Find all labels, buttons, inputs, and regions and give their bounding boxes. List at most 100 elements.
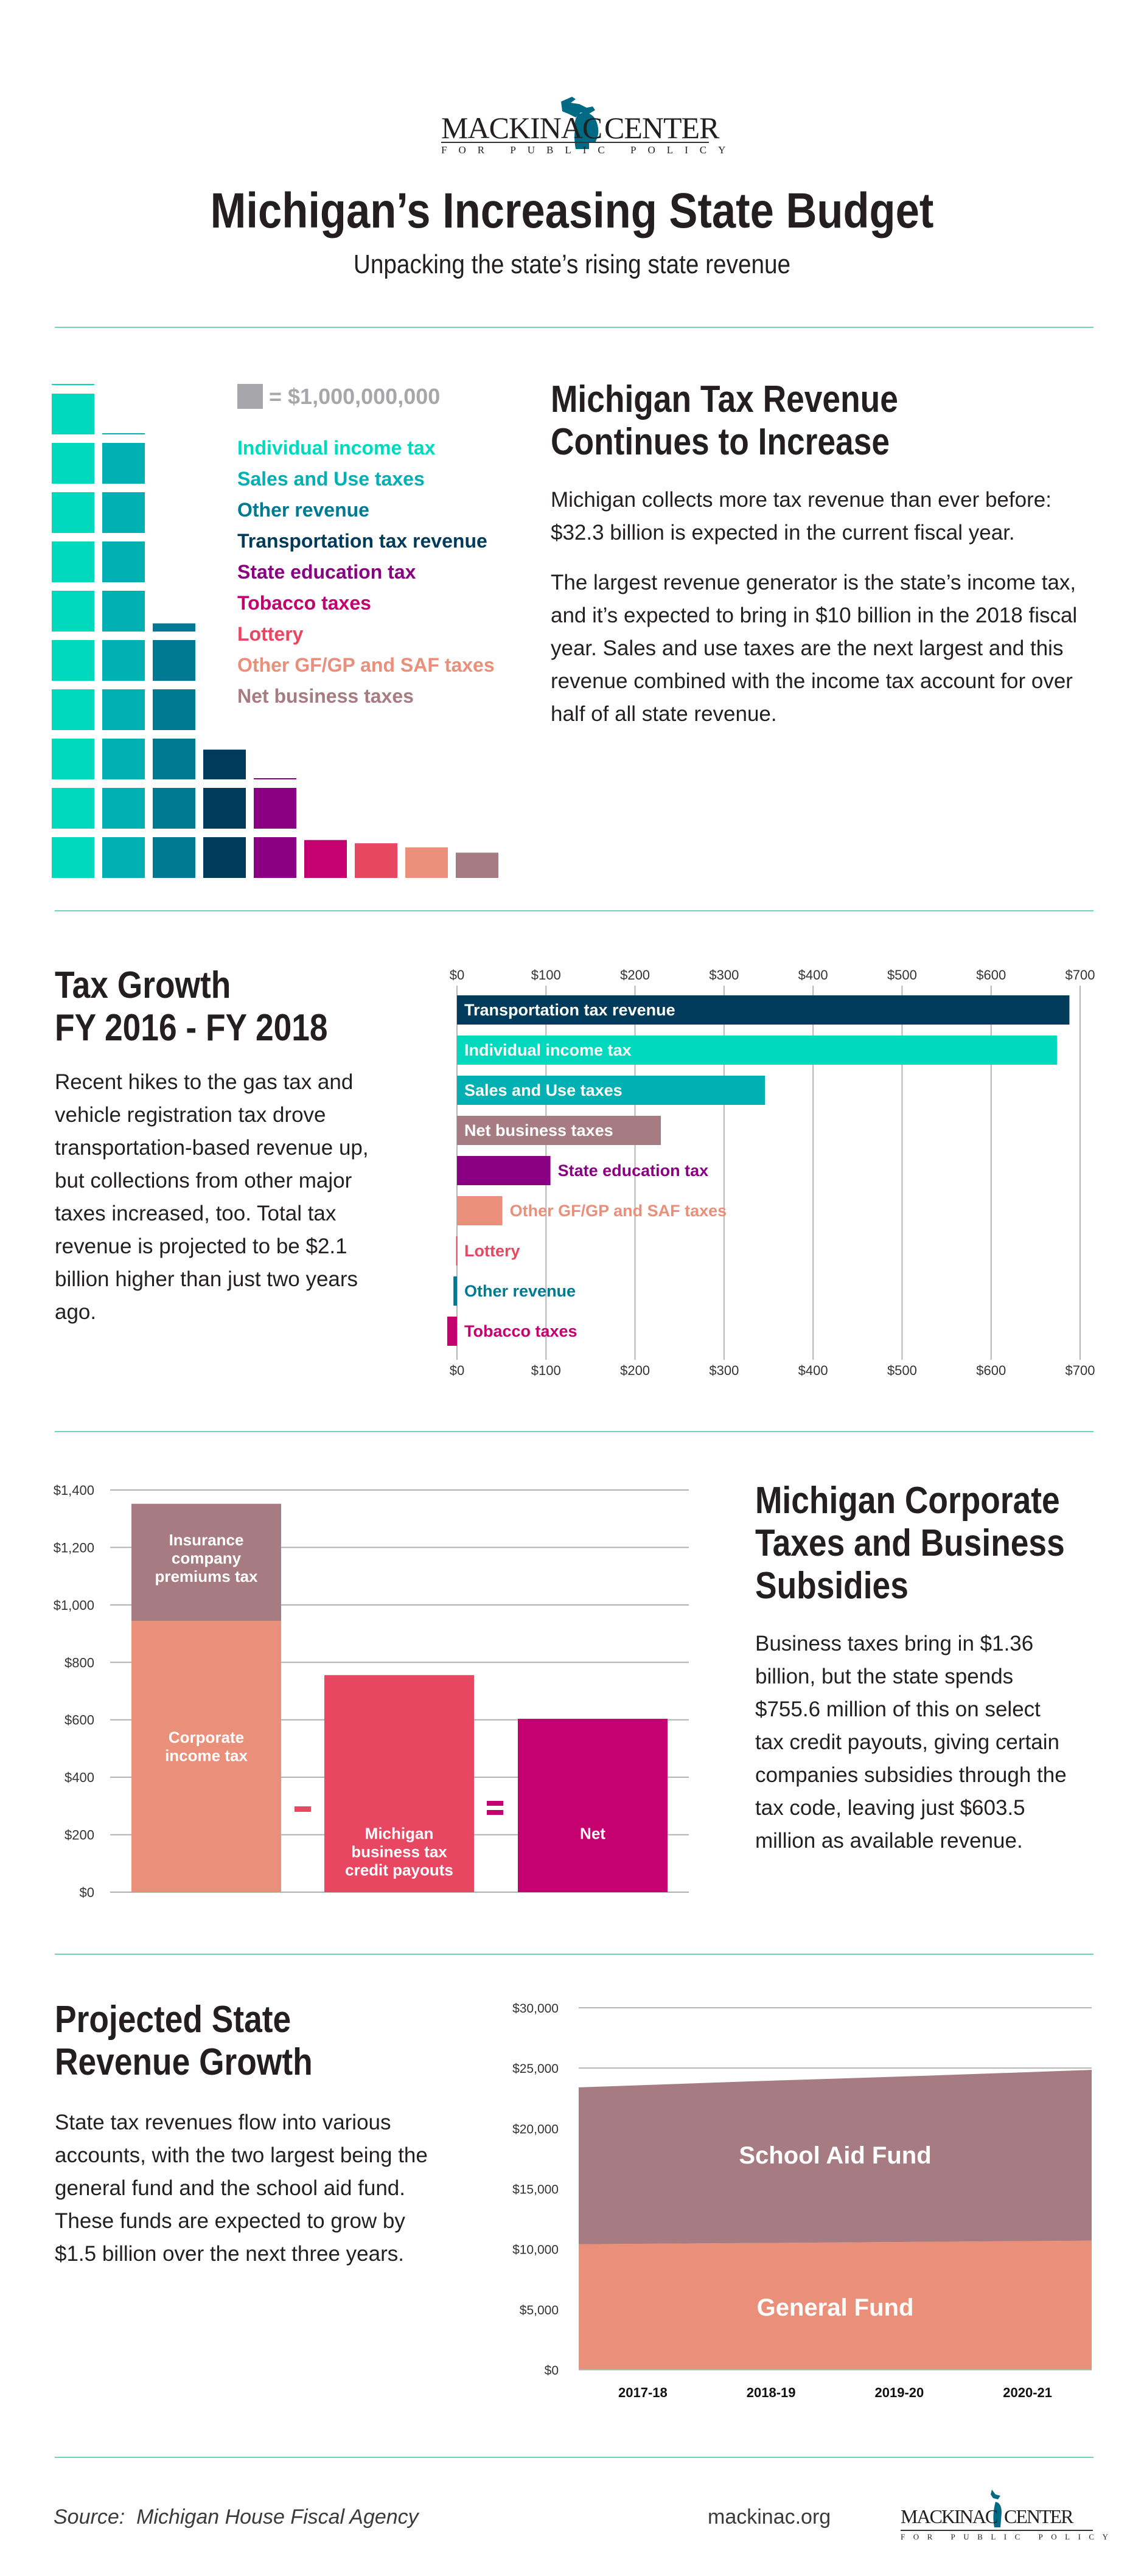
waffle-square <box>52 640 94 681</box>
waffle-square <box>52 591 94 632</box>
waffle-square <box>102 739 145 779</box>
y-tick-label: $15,000 <box>512 2183 559 2197</box>
waffle-square <box>203 788 246 829</box>
bar-label: Individual income tax <box>464 1041 632 1059</box>
section2-heading: Tax Growth FY 2016 - FY 2018 <box>55 964 328 1050</box>
revenue-growth-area-chart: $0 $5,000 $10,000 $15,000 $20,000 $25,000 $30,… <box>512 2002 1092 2400</box>
bar-segment <box>518 1719 668 1892</box>
x-tick-label-top: $700 <box>1066 967 1095 983</box>
segment-label: Michigan business tax credit payouts <box>345 1825 453 1879</box>
y-tick-label: $0 <box>545 2364 559 2378</box>
waffle-square <box>102 492 145 533</box>
y-tick-label: $400 <box>65 1770 94 1785</box>
area-series <box>579 2070 1092 2244</box>
waffle-partial-square <box>304 840 347 878</box>
corporate-tax-chart: $0 $200 $400 $600 $800 $1,000 $1,200 $1,400 Corp… <box>54 1483 689 1900</box>
waffle-square <box>102 689 145 730</box>
waffle-partial-square <box>153 623 195 632</box>
x-tick-label-top: $100 <box>531 967 561 983</box>
waffle-square <box>153 739 195 779</box>
y-tick-label: $200 <box>65 1828 94 1843</box>
equals-operator-top <box>487 1801 503 1806</box>
waffle-square <box>153 689 195 730</box>
x-tick-label-bottom: $500 <box>887 1363 917 1378</box>
page-title: Michigan’s Increasing State Budget <box>210 183 934 238</box>
waffle-partial-square <box>254 778 296 779</box>
x-tick-label-top: $600 <box>976 967 1006 983</box>
waffle-square <box>102 640 145 681</box>
y-tick-label: $1,000 <box>54 1598 94 1613</box>
waffle-partial-square <box>52 383 94 385</box>
y-tick-label: $25,000 <box>512 2062 559 2076</box>
logo-left-word: MACKINAC <box>901 2505 998 2527</box>
bar-segment <box>131 1621 281 1892</box>
bar <box>457 1156 551 1185</box>
waffle-square <box>254 837 296 878</box>
legend-item: Individual income tax <box>237 437 436 459</box>
segment-label: Net <box>580 1825 605 1843</box>
logo-graphic <box>561 97 599 149</box>
tax-growth-bar-chart: $0 $0 $100 $100 $200 $200 $300 $300 $400 $400 $500… <box>447 967 1095 1378</box>
waffle-partial-square <box>405 847 448 878</box>
divider <box>55 910 1093 911</box>
x-tick-label-bottom: $600 <box>976 1363 1006 1378</box>
waffle-square <box>153 788 195 829</box>
waffle-square <box>102 443 145 484</box>
bar <box>457 995 1070 1025</box>
heading-line: FY 2016 - FY 2018 <box>55 1007 328 1049</box>
logo-right-word: CENTER <box>604 111 719 145</box>
bar <box>457 1036 1057 1065</box>
x-tick-label-top: $400 <box>798 967 828 983</box>
waffle-partial-square <box>456 852 498 878</box>
logo-tagline: FOR PUBLIC POLICY <box>901 2532 1117 2541</box>
heading-line: Subsidies <box>755 1565 909 1607</box>
x-category-label: 2017-18 <box>618 2385 668 2400</box>
bar <box>447 1317 457 1346</box>
y-tick-label: $10,000 <box>512 2243 559 2257</box>
waffle-square <box>52 443 94 484</box>
michigan-shape-icon <box>991 2490 1002 2527</box>
bar <box>453 1276 457 1306</box>
legend-item: Sales and Use taxes <box>237 468 425 490</box>
bar <box>457 1076 766 1105</box>
paragraph: The largest revenue generator is the sta… <box>551 571 1078 726</box>
bar-segment <box>131 1503 281 1621</box>
logo-right-word: CENTER <box>1004 2505 1073 2527</box>
website-link[interactable]: mackinac.org <box>708 2505 831 2529</box>
x-category-label: 2019-20 <box>875 2385 924 2400</box>
segment-label: Corporate income tax <box>165 1728 248 1764</box>
section4-heading: Projected State Revenue Growth <box>55 1999 313 2084</box>
legend-item: Other GF/GP and SAF taxes <box>237 654 495 676</box>
bar-label: Sales and Use taxes <box>464 1081 623 1099</box>
bar-label: Lottery <box>464 1242 520 1260</box>
paragraph: Business taxes bring in $1.36 billion, b… <box>755 1632 1067 1853</box>
waffle-partial-square <box>102 433 145 434</box>
waffle-square <box>52 394 94 434</box>
x-tick-label-top: $200 <box>620 967 650 983</box>
y-tick-label: $800 <box>65 1655 94 1670</box>
source-note: Source: Michigan House Fiscal Agency <box>54 2505 419 2529</box>
mackinac-center-logo: MACKINAC CENTER FOR PUBLIC POLICY <box>441 88 725 156</box>
waffle-square <box>52 541 94 582</box>
waffle-square <box>203 837 246 878</box>
paragraph: Michigan collects more tax revenue than … <box>551 488 1052 545</box>
equals-operator-bottom <box>487 1810 503 1815</box>
section4-body: State tax revenues flow into various acc… <box>55 2106 444 2288</box>
y-tick-label: $1,400 <box>54 1483 94 1498</box>
area-series <box>579 2240 1092 2370</box>
divider <box>55 2457 1093 2458</box>
logo-rule <box>901 2530 1093 2531</box>
section3-body: Business taxes bring in $1.36 billion, b… <box>755 1627 1072 1875</box>
segment-label: Insurance company premiums tax <box>155 1531 258 1586</box>
waffle-square <box>52 689 94 730</box>
series-label: School Aid Fund <box>739 2142 931 2169</box>
divider <box>55 327 1093 328</box>
minus-operator <box>295 1806 311 1812</box>
legend-item: Tobacco taxes <box>237 592 371 614</box>
legend-item: Net business taxes <box>237 685 414 707</box>
michigan-shape-icon <box>561 97 599 149</box>
waffle-square <box>102 591 145 632</box>
waffle-square <box>52 492 94 533</box>
y-tick-label: $5,000 <box>520 2303 559 2317</box>
bar <box>457 1196 503 1225</box>
